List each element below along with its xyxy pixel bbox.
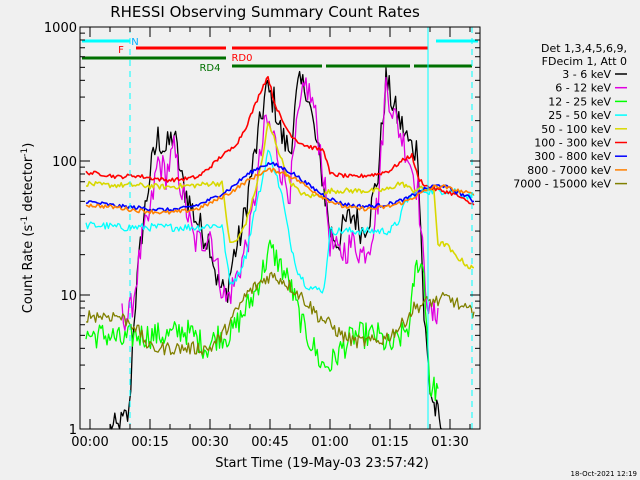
- series-line: [85, 271, 475, 356]
- series-line: [85, 75, 475, 206]
- x-tick-label: 00:30: [191, 435, 228, 450]
- y-tick-label: 100: [52, 155, 77, 170]
- x-tick-label: 01:00: [311, 435, 348, 450]
- y-tick-label: 1: [69, 423, 77, 438]
- series-line: [85, 239, 439, 402]
- y-axis-label-sup: -1: [20, 216, 30, 225]
- vertical-lines-layer: [129, 27, 473, 429]
- legend-entry-label: 300 - 800 keV: [534, 150, 611, 163]
- legend-entry-label: 3 - 6 keV: [562, 68, 611, 81]
- annotation-label-n: N: [131, 37, 138, 48]
- plot-frame: [79, 26, 481, 430]
- legend-entry-label: 50 - 100 keV: [541, 123, 611, 136]
- annotation-label-rd0: RD0: [231, 53, 252, 64]
- annotation-label-rd4: RD4: [199, 63, 220, 74]
- series-line: [121, 76, 439, 332]
- x-axis-label: Start Time (19-May-03 23:57:42): [215, 456, 429, 471]
- y-tick-label: 1000: [44, 21, 77, 36]
- y-tick-label: 10: [60, 289, 77, 304]
- series-line: [85, 167, 475, 215]
- annotation-layer: NF RD0 RD4: [82, 37, 478, 74]
- legend-header-line: Det 1,3,4,5,6,9,: [541, 42, 627, 55]
- legend-entry-label: 6 - 12 keV: [555, 82, 611, 95]
- legend-entry-label: 7000 - 15000 keV: [513, 178, 611, 191]
- y-axis-label-sup2: -1: [20, 148, 30, 157]
- y-axis-label-part1: Count Rate (s: [21, 225, 36, 314]
- legend-entry-label: 100 - 300 keV: [534, 137, 611, 150]
- legend-header-line: FDecim 1, Att 0: [542, 55, 627, 68]
- legend-entry-label: 12 - 25 keV: [548, 95, 611, 108]
- series-line: [109, 67, 443, 430]
- series-layer: [85, 67, 475, 430]
- legend: Det 1,3,4,5,6,9,FDecim 1, Att 03 - 6 keV…: [513, 42, 627, 191]
- x-tick-label: 00:00: [71, 435, 108, 450]
- y-axis-label-part2: detector: [21, 156, 36, 216]
- series-line: [85, 122, 475, 270]
- y-axis-label: Count Rate (s-1 detector-1): [20, 143, 36, 314]
- axis-layer: 1000 100 10 100:00 00:15 00:30 00:45 01:00 01:15…: [44, 21, 480, 450]
- x-tick-label: 01:30: [431, 435, 468, 450]
- x-tick-label: 01:15: [371, 435, 408, 450]
- x-tick-label: 00:45: [251, 435, 288, 450]
- y-axis-label-end: ): [21, 143, 36, 148]
- legend-entry-label: 800 - 7000 keV: [527, 164, 611, 177]
- x-tick-label: 00:15: [131, 435, 168, 450]
- date-stamp: 18-Oct-2021 12:19: [571, 470, 637, 478]
- annotation-label-f: F: [118, 45, 124, 56]
- chart-title: RHESSI Observing Summary Count Rates: [110, 3, 420, 21]
- legend-entry-label: 25 - 50 keV: [548, 109, 611, 122]
